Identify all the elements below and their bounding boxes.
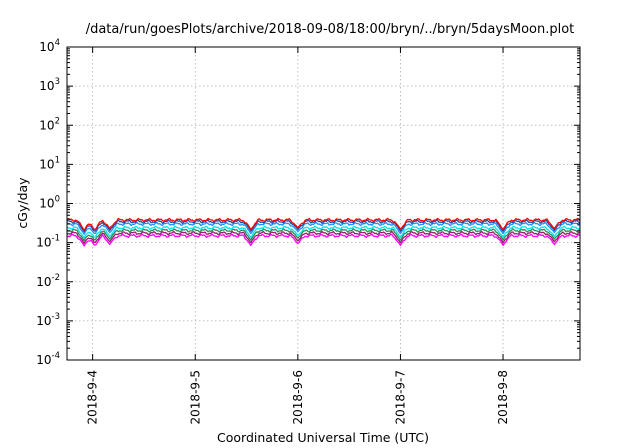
y-tick-exponent: 2 (55, 116, 60, 126)
y-tick-base: 10 (39, 118, 54, 132)
y-tick-exponent: 1 (55, 155, 60, 165)
y-tick-base: 10 (39, 157, 54, 171)
y-tick-label: 102 (39, 116, 60, 132)
x-tick-label: 2018-9-6 (291, 370, 305, 424)
y-tick-base: 10 (36, 275, 51, 289)
y-tick-base: 10 (39, 40, 54, 54)
y-tick-label: 10-2 (36, 273, 60, 289)
x-tick-label: 2018-9-5 (188, 370, 202, 424)
series-line (66, 233, 581, 247)
y-axis-label: cGy/day (15, 177, 30, 229)
y-tick-exponent: 3 (55, 77, 60, 87)
y-tick-exponent: -3 (52, 312, 60, 322)
y-tick-label: 10-4 (36, 351, 60, 367)
y-tick-label: 104 (39, 38, 60, 54)
y-tick-base: 10 (39, 197, 54, 211)
x-axis-label: Coordinated Universal Time (UTC) (217, 430, 429, 445)
series-layer (66, 217, 581, 247)
chart-title: /data/run/goesPlots/archive/2018-09-08/1… (86, 22, 575, 37)
ticks (67, 46, 580, 361)
y-tick-exponent: -4 (52, 351, 60, 361)
y-tick-exponent: -2 (52, 273, 60, 283)
y-tick-label: 103 (39, 77, 60, 93)
x-tick-label: 2018-9-8 (496, 370, 510, 424)
series-line (66, 230, 581, 245)
y-tick-base: 10 (36, 353, 51, 367)
y-tick-label: 100 (39, 195, 60, 211)
y-tick-label: 10-1 (36, 234, 60, 250)
x-tick-labels: 2018-9-4 2018-9-5 2018-9-6 2018-9-7 2018-9-8 (86, 370, 510, 424)
y-tick-exponent: 4 (55, 38, 60, 48)
y-tick-exponent: 0 (55, 195, 60, 205)
y-tick-base: 10 (36, 314, 51, 328)
x-tick-label: 2018-9-7 (393, 370, 407, 424)
grid (67, 47, 580, 360)
x-tick-label: 2018-9-4 (86, 370, 100, 424)
series-line (66, 228, 581, 242)
series-line (66, 217, 581, 231)
y-tick-label: 101 (39, 155, 60, 171)
series-line (66, 221, 581, 235)
series-line (66, 225, 581, 239)
y-tick-exponent: -1 (52, 234, 60, 244)
y-tick-base: 10 (39, 79, 54, 93)
y-tick-base: 10 (36, 236, 51, 250)
y-tick-label: 10-3 (36, 312, 60, 328)
